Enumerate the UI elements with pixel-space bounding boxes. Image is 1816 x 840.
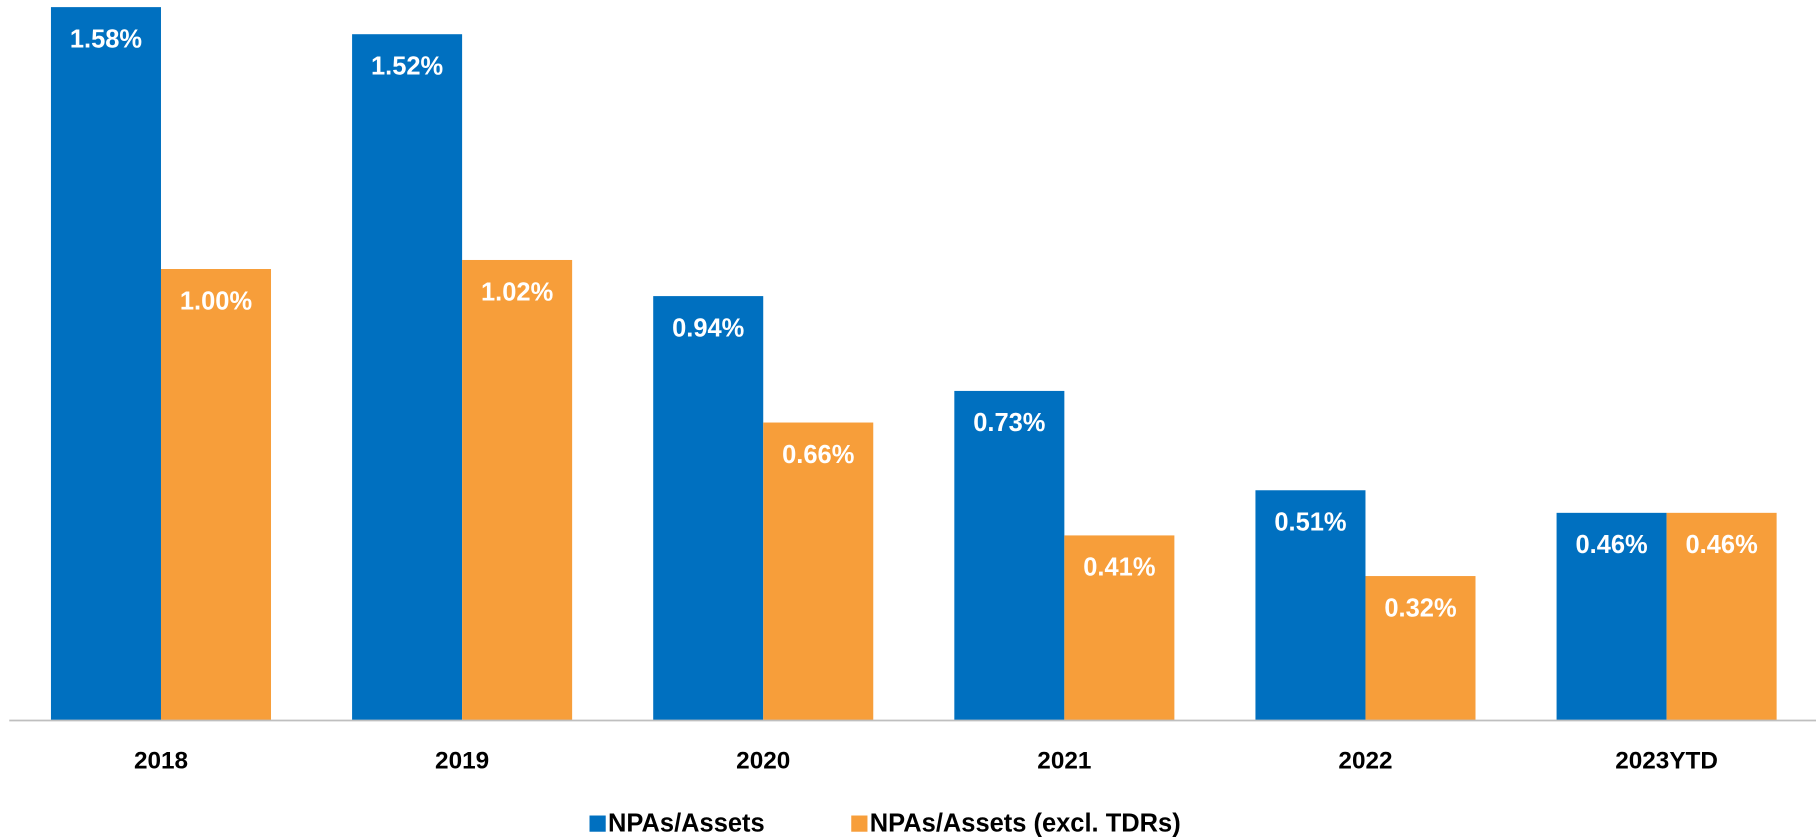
data-label: 0.94% bbox=[672, 314, 744, 342]
data-label: 1.00% bbox=[180, 287, 252, 315]
data-label: 1.52% bbox=[371, 53, 443, 81]
legend-label: NPAs/Assets bbox=[608, 810, 765, 838]
data-label: 0.46% bbox=[1686, 531, 1758, 559]
bar bbox=[1064, 535, 1175, 721]
legend-swatch bbox=[851, 815, 868, 832]
data-label: 0.66% bbox=[782, 441, 854, 469]
legend-swatch bbox=[589, 815, 606, 832]
legend-label: NPAs/Assets (excl. TDRs) bbox=[870, 810, 1181, 838]
bar bbox=[1556, 512, 1667, 721]
x-tick-label: 2019 bbox=[435, 748, 489, 775]
bar bbox=[462, 259, 573, 721]
bar bbox=[50, 7, 161, 721]
bar bbox=[1666, 512, 1777, 721]
data-label: 0.41% bbox=[1083, 554, 1155, 582]
x-tick-label: 2018 bbox=[134, 748, 188, 775]
x-tick-label: 2021 bbox=[1037, 748, 1091, 775]
data-label: 0.73% bbox=[973, 409, 1045, 437]
x-tick-label: 2020 bbox=[736, 748, 790, 775]
data-label: 1.02% bbox=[481, 278, 553, 306]
data-label: 0.51% bbox=[1274, 509, 1346, 537]
bar bbox=[653, 296, 764, 721]
bar bbox=[954, 390, 1065, 721]
x-tick-label: 2022 bbox=[1338, 748, 1392, 775]
x-tick-label: 2023YTD bbox=[1615, 748, 1718, 775]
data-label: 1.58% bbox=[70, 25, 142, 53]
data-label: 0.46% bbox=[1575, 531, 1647, 559]
bar bbox=[1255, 490, 1366, 721]
data-label: 0.32% bbox=[1384, 594, 1456, 622]
bar bbox=[352, 34, 463, 721]
bar bbox=[1365, 576, 1476, 721]
bar bbox=[160, 269, 272, 721]
bar bbox=[763, 422, 874, 721]
